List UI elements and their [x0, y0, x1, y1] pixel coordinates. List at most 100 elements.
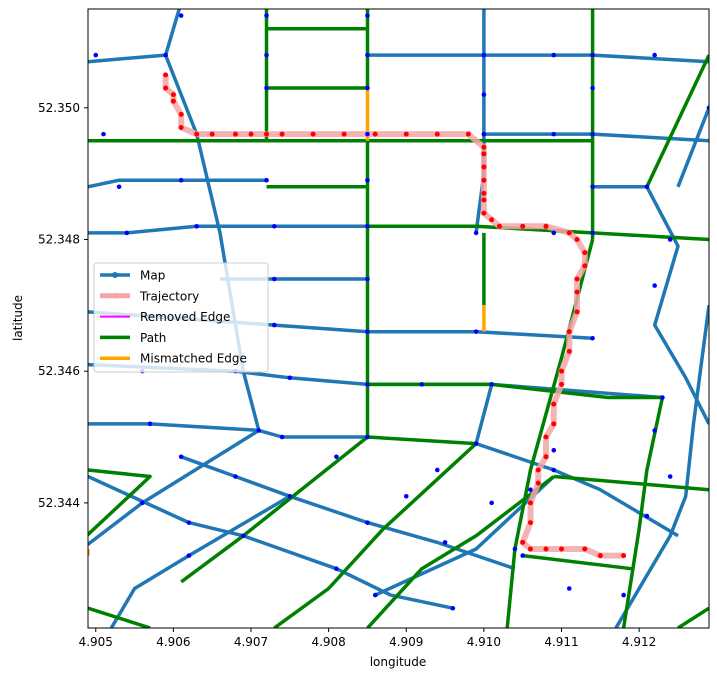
map-node-3: [264, 52, 269, 58]
x-tick-label-7: 4.912: [622, 635, 656, 649]
trajectory-point-2: [170, 92, 176, 98]
map-node-47: [365, 382, 370, 387]
legend-label-trajectory: Trajectory: [139, 289, 199, 303]
trajectory-point-4: [178, 111, 184, 117]
map-edge-10: [180, 455, 516, 571]
map-node-27: [644, 184, 650, 190]
trajectory-point-36: [566, 329, 572, 335]
legend-marker-map: [112, 272, 118, 278]
map-node-9: [590, 52, 595, 58]
map-node-10: [652, 52, 657, 58]
map-node-54: [365, 434, 370, 440]
path-edge-21: [677, 606, 709, 628]
trajectory-point-17: [465, 131, 471, 137]
map-node-48: [419, 382, 425, 387]
legend: Map Trajectory Removed Edge Path Mismatched …: [93, 262, 269, 373]
trajectory-point-32: [582, 263, 588, 269]
map-edge-12: [88, 474, 454, 610]
trajectory-point-25: [489, 217, 495, 223]
trajectory-point-41: [551, 421, 557, 427]
map-node-80: [528, 487, 533, 493]
trajectory-point-18: [481, 144, 487, 150]
map-node-11: [264, 85, 269, 91]
trajectory-point-11: [279, 131, 285, 137]
trajectory-point-39: [559, 381, 565, 387]
trajectory-point-14: [372, 131, 378, 137]
path-edge-20: [522, 553, 632, 571]
map-node-14: [590, 85, 595, 91]
trajectory-point-8: [232, 131, 238, 137]
trajectory-point-48: [520, 539, 526, 545]
trajectory-point-53: [597, 553, 603, 559]
map-edge-2: [88, 178, 267, 189]
trajectory-point-28: [543, 223, 549, 229]
trajectory-point-49: [527, 546, 533, 552]
trajectory-point-23: [481, 197, 487, 203]
map-node-40: [272, 322, 277, 328]
map-node-51: [147, 421, 153, 427]
map-node-56: [551, 467, 557, 473]
map-edge-11: [109, 494, 291, 628]
trajectory-point-22: [481, 190, 487, 196]
trajectory-point-5: [178, 125, 184, 131]
map-edge-20: [676, 107, 709, 188]
map-node-29: [124, 230, 130, 236]
x-tick-label-4: 4.909: [389, 635, 423, 649]
map-node-5: [365, 13, 370, 18]
y-tick-label-0: 52.344: [38, 496, 80, 510]
trajectory-point-24: [481, 210, 487, 216]
map-edge-13: [374, 475, 555, 597]
trajectory-point-45: [535, 480, 541, 486]
legend-label-map: Map: [140, 269, 165, 283]
trajectory-point-13: [341, 131, 347, 137]
x-tick-label-3: 4.908: [311, 635, 345, 649]
trajectory-point-38: [559, 368, 565, 374]
trajectory-point-21: [481, 177, 487, 183]
trajectory-point-51: [559, 546, 565, 552]
path-edge-15: [88, 468, 152, 537]
map-node-68: [403, 493, 409, 499]
trajectory-points: [163, 72, 627, 559]
map-node-69: [442, 540, 448, 545]
map-node-66: [240, 533, 246, 539]
trajectory-point-46: [527, 500, 533, 506]
x-tick-label-2: 4.907: [234, 635, 268, 649]
map-node-6: [365, 52, 370, 58]
map-node-50: [660, 395, 665, 400]
map-node-4: [264, 13, 269, 18]
y-axis-label: latitude: [11, 295, 25, 341]
map-edge-17: [483, 132, 709, 143]
map-node-15: [706, 105, 709, 111]
map-node-49: [489, 382, 494, 387]
x-tick-label-0: 4.905: [79, 635, 113, 649]
trajectory-point-47: [527, 520, 533, 526]
path-edge-16: [88, 606, 151, 628]
trajectory-point-52: [582, 546, 588, 552]
map-node-55: [473, 441, 479, 446]
path-edge-22: [645, 54, 709, 188]
map-node-23: [178, 177, 184, 183]
map-node-12: [365, 85, 370, 91]
map-node-8: [551, 52, 557, 58]
map-node-26: [590, 184, 595, 190]
map-node-76: [450, 605, 456, 611]
x-axis: 4.905 4.906 4.907 4.908 4.909 4.910 4.911 4.912: [79, 628, 656, 649]
map-node-41: [365, 329, 370, 334]
trajectory-point-35: [574, 309, 580, 315]
trajectory-point-3: [170, 98, 176, 104]
map-node-77: [520, 553, 525, 558]
map-node-73: [186, 553, 192, 558]
map-node-81: [512, 546, 518, 552]
trajectory-point-7: [209, 131, 215, 137]
trajectory-point-0: [163, 72, 169, 78]
trajectory-point-27: [520, 223, 526, 229]
x-tick-label-6: 4.911: [544, 635, 578, 649]
x-tick-label-5: 4.910: [467, 635, 501, 649]
trajectory-point-34: [574, 289, 580, 295]
map-node-72: [667, 474, 673, 479]
trajectory-point-33: [574, 276, 580, 282]
legend-box: [93, 262, 269, 373]
map-edge-14: [614, 305, 709, 628]
trajectory-point-44: [535, 467, 541, 473]
